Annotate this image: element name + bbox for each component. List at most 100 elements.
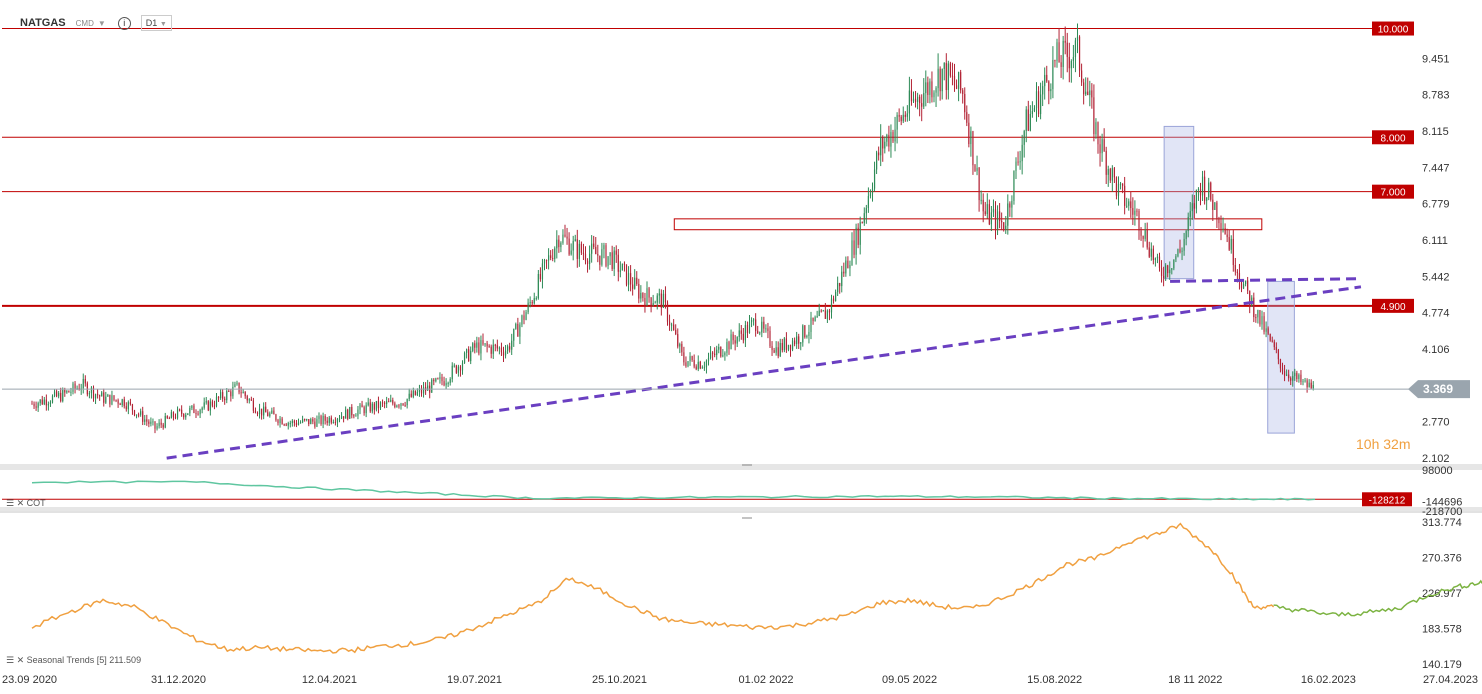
pane-separator [0,464,1482,470]
candle [226,391,228,401]
candle [812,317,814,322]
candle [468,349,470,362]
candle [656,295,658,303]
candle [1216,202,1218,220]
candle [849,264,851,269]
y-tick-label: 2.102 [1422,453,1450,465]
candle [369,402,371,412]
candle [1062,40,1064,67]
candle [1107,169,1109,175]
highlight-box [1267,280,1295,434]
candle [794,340,796,345]
candle [377,400,380,409]
candle [308,419,310,425]
candle [1130,201,1132,209]
candle [176,409,179,418]
candle [904,114,906,117]
candle [732,334,734,341]
candle [863,213,865,223]
candle [35,406,37,408]
candle [808,332,810,337]
candle [193,405,195,414]
candle [472,343,474,351]
candle [133,410,136,416]
candle [445,383,447,386]
candle [513,328,515,341]
candle [45,399,47,406]
candle [869,193,872,197]
candle [611,252,613,269]
timeframe-selector[interactable]: D1 ▼ [140,15,172,31]
candle [1179,249,1181,252]
info-icon[interactable]: i [117,16,131,30]
candle [170,412,172,419]
candle [947,63,949,91]
candle [478,342,480,354]
candle [662,293,664,308]
candle [1058,42,1060,63]
candle [1185,231,1187,239]
candle [558,239,560,248]
candle [701,367,703,369]
candle [623,263,626,265]
candle [951,75,954,77]
candle [1191,203,1193,212]
candle [265,406,267,413]
candle [847,260,849,269]
candle [1087,91,1089,96]
candle [810,317,812,333]
candle [390,400,392,402]
chevron-down-icon[interactable]: ▼ [97,18,106,28]
candle [482,340,484,345]
candle [388,401,390,403]
candle [974,165,976,172]
candle [494,344,496,346]
candle [439,377,441,379]
pane-menu-icon[interactable]: ☰ [6,498,15,508]
y-tick-label: 8.783 [1422,90,1450,102]
candle [117,400,119,404]
candle [716,349,718,355]
candle [826,310,828,319]
candle [900,116,902,122]
candle [689,356,691,362]
candle [1134,210,1136,215]
candle [359,404,361,410]
candle [480,340,482,354]
candle [1271,340,1273,342]
candle [1181,250,1183,252]
candle [966,112,968,123]
close-icon[interactable]: ✕ [16,498,25,508]
candle [757,330,759,334]
candle [90,387,93,394]
candle [1171,268,1173,270]
y-tick-label: 4.106 [1422,344,1450,356]
candle [187,413,189,415]
candle [1142,235,1144,239]
candle [453,365,455,367]
candle [1183,238,1185,251]
candle [1265,328,1267,332]
candle [543,259,546,264]
candle [687,361,689,367]
candle [644,297,646,306]
candle [277,420,279,424]
candle [980,199,982,201]
candle [220,392,222,399]
candle [1214,202,1216,210]
candle [976,167,978,172]
candle [560,242,562,248]
candle [492,344,494,354]
candle [896,115,898,130]
candle [293,420,295,423]
candle [769,330,771,347]
candle [181,409,183,414]
candle [908,90,910,114]
close-icon[interactable]: ✕ [16,655,25,665]
candle [994,209,997,230]
candle [1021,144,1023,162]
candle [105,396,107,403]
candle [867,196,869,208]
y-tick-label: 183.578 [1422,623,1462,635]
pane-menu-icon[interactable]: ☰ [6,655,15,665]
